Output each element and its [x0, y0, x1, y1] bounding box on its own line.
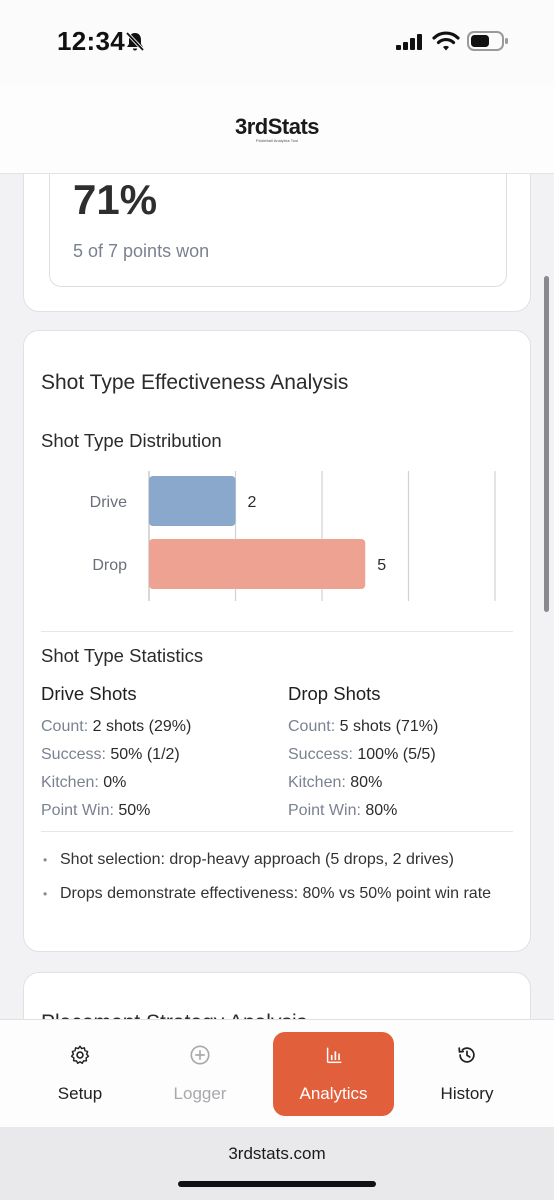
app-logo[interactable]: 3rdStats — [234, 114, 320, 139]
insight-text: Drops demonstrate effectiveness: 80% vs … — [60, 885, 492, 902]
stat-key: Point Win: — [288, 802, 361, 819]
stat-key: Success: — [41, 746, 106, 763]
drop-kitchen-row: Kitchen: 80% — [288, 769, 518, 797]
tab-setup[interactable]: Setup — [20, 1032, 140, 1116]
status-bar: 12:34 — [0, 0, 554, 84]
insight-item: • Drops demonstrate effectiveness: 80% vs… — [41, 880, 513, 908]
drive-count-row: Count: 2 shots (29%) — [41, 713, 271, 741]
section-divider — [41, 631, 513, 632]
bottom-tab-bar: Setup Logger Analytics History — [0, 1019, 554, 1127]
category-label-drop: Drop — [92, 557, 127, 574]
tab-label: Logger — [173, 1084, 227, 1103]
stat-value: 2 shots (29%) — [92, 718, 192, 735]
tab-label: Setup — [57, 1084, 103, 1103]
insight-item: • Shot selection: drop-heavy approach (5 … — [41, 846, 513, 874]
scrollbar[interactable] — [544, 276, 549, 612]
tab-label: Analytics — [299, 1084, 368, 1103]
shot-distribution-chart: Drive 2 Drop 5 — [90, 471, 496, 601]
url-text[interactable]: 3rdstats.com — [228, 1144, 326, 1163]
browser-url-bar[interactable]: 3rdstats.com — [0, 1127, 554, 1200]
app-header: 3rdStats Pickleball Analytics Tool — [0, 84, 554, 174]
stat-key: Count: — [288, 718, 336, 735]
bell-muted-icon — [125, 31, 145, 52]
tab-label: History — [440, 1084, 494, 1103]
value-label-drop: 5 — [377, 557, 386, 574]
stat-value: 50% — [118, 802, 151, 819]
bullet-icon: • — [43, 887, 48, 901]
stat-key: Point Win: — [41, 802, 114, 819]
distribution-title: Shot Type Distribution — [41, 430, 222, 451]
cellular-signal-icon — [396, 34, 422, 50]
bar-drop — [149, 539, 366, 589]
tab-analytics[interactable]: Analytics — [273, 1032, 394, 1116]
value-label-drive: 2 — [248, 494, 257, 511]
drop-pointwin-row: Point Win: 80% — [288, 797, 518, 825]
stat-key: Count: — [41, 718, 89, 735]
stat-value: 0% — [103, 774, 127, 791]
shot-type-card-title: Shot Type Effectiveness Analysis — [41, 371, 349, 394]
drive-kitchen-row: Kitchen: 0% — [41, 769, 271, 797]
drive-stats-title: Drive Shots — [41, 683, 137, 704]
plus-circle-icon — [190, 1045, 210, 1065]
home-indicator — [178, 1181, 376, 1187]
drop-stats-title: Drop Shots — [288, 683, 381, 704]
stat-value: 80% — [365, 802, 398, 819]
win-rate-inner-card: 71% 5 of 7 points won — [49, 174, 507, 287]
win-rate-percent: 71% — [73, 176, 158, 223]
stat-key: Success: — [288, 746, 353, 763]
bar-drive — [149, 476, 236, 526]
battery-icon — [467, 31, 508, 51]
placement-card: Placement Strategy Analysis — [23, 972, 531, 1020]
drive-success-row: Success: 50% (1/2) — [41, 741, 271, 769]
statistics-title: Shot Type Statistics — [41, 645, 204, 666]
insight-text: Shot selection: drop-heavy approach (5 d… — [60, 851, 454, 868]
app-tagline: Pickleball Analytics Tool — [255, 138, 299, 143]
status-time: 12:34 — [57, 26, 125, 56]
tab-logger[interactable]: Logger — [140, 1032, 260, 1116]
drop-success-row: Success: 100% (5/5) — [288, 741, 518, 769]
category-label-drive: Drive — [90, 494, 127, 511]
points-won-text: 5 of 7 points won — [73, 241, 210, 261]
analytics-content[interactable]: 71% 5 of 7 points won Shot Type Effectiv… — [0, 174, 554, 1020]
stat-key: Kitchen: — [288, 774, 346, 791]
drive-stats: Drive Shots Count: 2 shots (29%) Success… — [41, 683, 271, 825]
stat-value: 80% — [350, 774, 383, 791]
tab-history[interactable]: History — [407, 1032, 527, 1116]
section-divider — [41, 831, 513, 832]
stat-value: 5 shots (71%) — [339, 718, 439, 735]
stat-value: 100% (5/5) — [357, 746, 436, 763]
stat-value: 50% (1/2) — [110, 746, 180, 763]
bar-chart-icon — [326, 1047, 341, 1064]
drop-stats: Drop Shots Count: 5 shots (71%) Success:… — [288, 683, 518, 825]
drop-count-row: Count: 5 shots (71%) — [288, 713, 518, 741]
placement-card-title: Placement Strategy Analysis — [41, 1011, 307, 1020]
bullet-icon: • — [43, 853, 48, 867]
drive-pointwin-row: Point Win: 50% — [41, 797, 271, 825]
win-rate-card: 71% 5 of 7 points won — [23, 174, 531, 312]
stat-key: Kitchen: — [41, 774, 99, 791]
wifi-icon — [432, 31, 460, 51]
insights-list: • Shot selection: drop-heavy approach (5 … — [41, 846, 513, 914]
history-icon — [458, 1047, 475, 1063]
gear-icon — [70, 1045, 90, 1065]
shot-type-card: Shot Type Effectiveness Analysis Shot Ty… — [23, 330, 531, 952]
